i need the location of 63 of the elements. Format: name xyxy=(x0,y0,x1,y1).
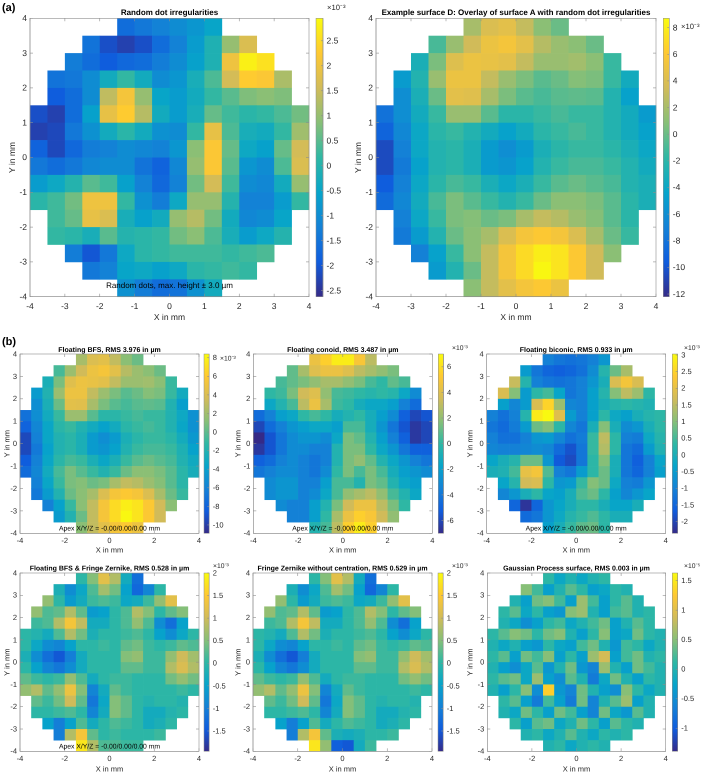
color-bar-label: 0 xyxy=(326,160,332,170)
x-tick-label: 0 xyxy=(167,301,172,312)
color-bar-label: -6 xyxy=(672,208,681,219)
color-bar-label: -0.5 xyxy=(326,185,342,196)
y-tick-label: -3 xyxy=(19,256,28,267)
chart-title: Example surface D: Overlay of surface A with random dot irregularities xyxy=(382,8,651,17)
color-bar-label: 1 xyxy=(326,110,332,120)
color-bar-label: -10 xyxy=(672,262,686,272)
color-bar-label: 0 xyxy=(672,128,678,139)
color-bar-label: -1 xyxy=(326,210,334,220)
color-bar-label: -2 xyxy=(672,156,681,166)
y-axis-title: Y in mm xyxy=(6,142,17,174)
y-tick-label: 2 xyxy=(368,82,374,93)
y-tick-label: 0 xyxy=(22,152,28,162)
x-tick-label: -2 xyxy=(442,301,450,312)
color-bar-label: -8 xyxy=(672,235,681,246)
x-tick-label: -3 xyxy=(407,301,416,312)
color-bar-label: 2 xyxy=(326,60,332,71)
color-bar-label: 0.5 xyxy=(326,135,339,146)
x-tick-label: -3 xyxy=(61,301,69,312)
x-tick-label: 0 xyxy=(514,301,519,312)
x-tick-label: 1 xyxy=(202,301,208,312)
x-tick-label: 2 xyxy=(584,301,589,312)
color-bar-label: -4 xyxy=(672,182,681,192)
color-bar-label: 4 xyxy=(672,76,678,86)
color-bar-label: -2.5 xyxy=(326,285,342,296)
y-tick-label: -2 xyxy=(19,222,28,232)
color-bar-label: -1.5 xyxy=(326,235,342,246)
x-axis-title: X in mm xyxy=(154,312,186,322)
color-bar-label: 2.5 xyxy=(326,36,339,46)
color-bar-label: 8 xyxy=(672,22,678,32)
y-tick-label: -1 xyxy=(365,187,374,198)
x-tick-label: -1 xyxy=(130,301,139,312)
y-tick-label: 2 xyxy=(22,82,28,93)
y-tick-label: -4 xyxy=(19,291,28,302)
color-bar-label: 2 xyxy=(672,102,678,112)
y-axis-title: Y in mm xyxy=(352,142,363,174)
chart-title: Random dot irregularities xyxy=(120,8,219,17)
x-tick-label: 2 xyxy=(236,301,242,312)
x-tick-label: 1 xyxy=(548,301,554,312)
color-bar-label: -12 xyxy=(672,288,686,299)
x-tick-label: 4 xyxy=(654,301,659,312)
x-tick-label: 3 xyxy=(618,301,624,312)
text: (a) xyxy=(2,2,16,14)
y-tick-label: 1 xyxy=(22,117,28,128)
y-tick-label: 4 xyxy=(22,13,28,24)
y-tick-label: -2 xyxy=(365,222,374,232)
x-axis-title: X in mm xyxy=(500,312,532,322)
x-tick-label: 4 xyxy=(306,301,312,312)
color-bar-label: 6 xyxy=(672,48,678,59)
y-tick-label: -3 xyxy=(365,256,374,267)
text: (b) xyxy=(2,336,16,348)
y-tick-label: 4 xyxy=(368,13,374,24)
x-tick-label: -2 xyxy=(96,301,104,312)
y-tick-label: 0 xyxy=(368,152,374,162)
y-tick-label: -4 xyxy=(365,291,374,302)
y-tick-label: 1 xyxy=(368,117,374,128)
y-tick-label: 3 xyxy=(22,48,28,58)
y-tick-label: 3 xyxy=(368,48,374,58)
color-bar-label: -2 xyxy=(326,260,334,270)
color-bar-label: 1.5 xyxy=(326,85,339,96)
y-tick-label: -1 xyxy=(19,187,28,198)
x-tick-label: 3 xyxy=(272,301,277,312)
